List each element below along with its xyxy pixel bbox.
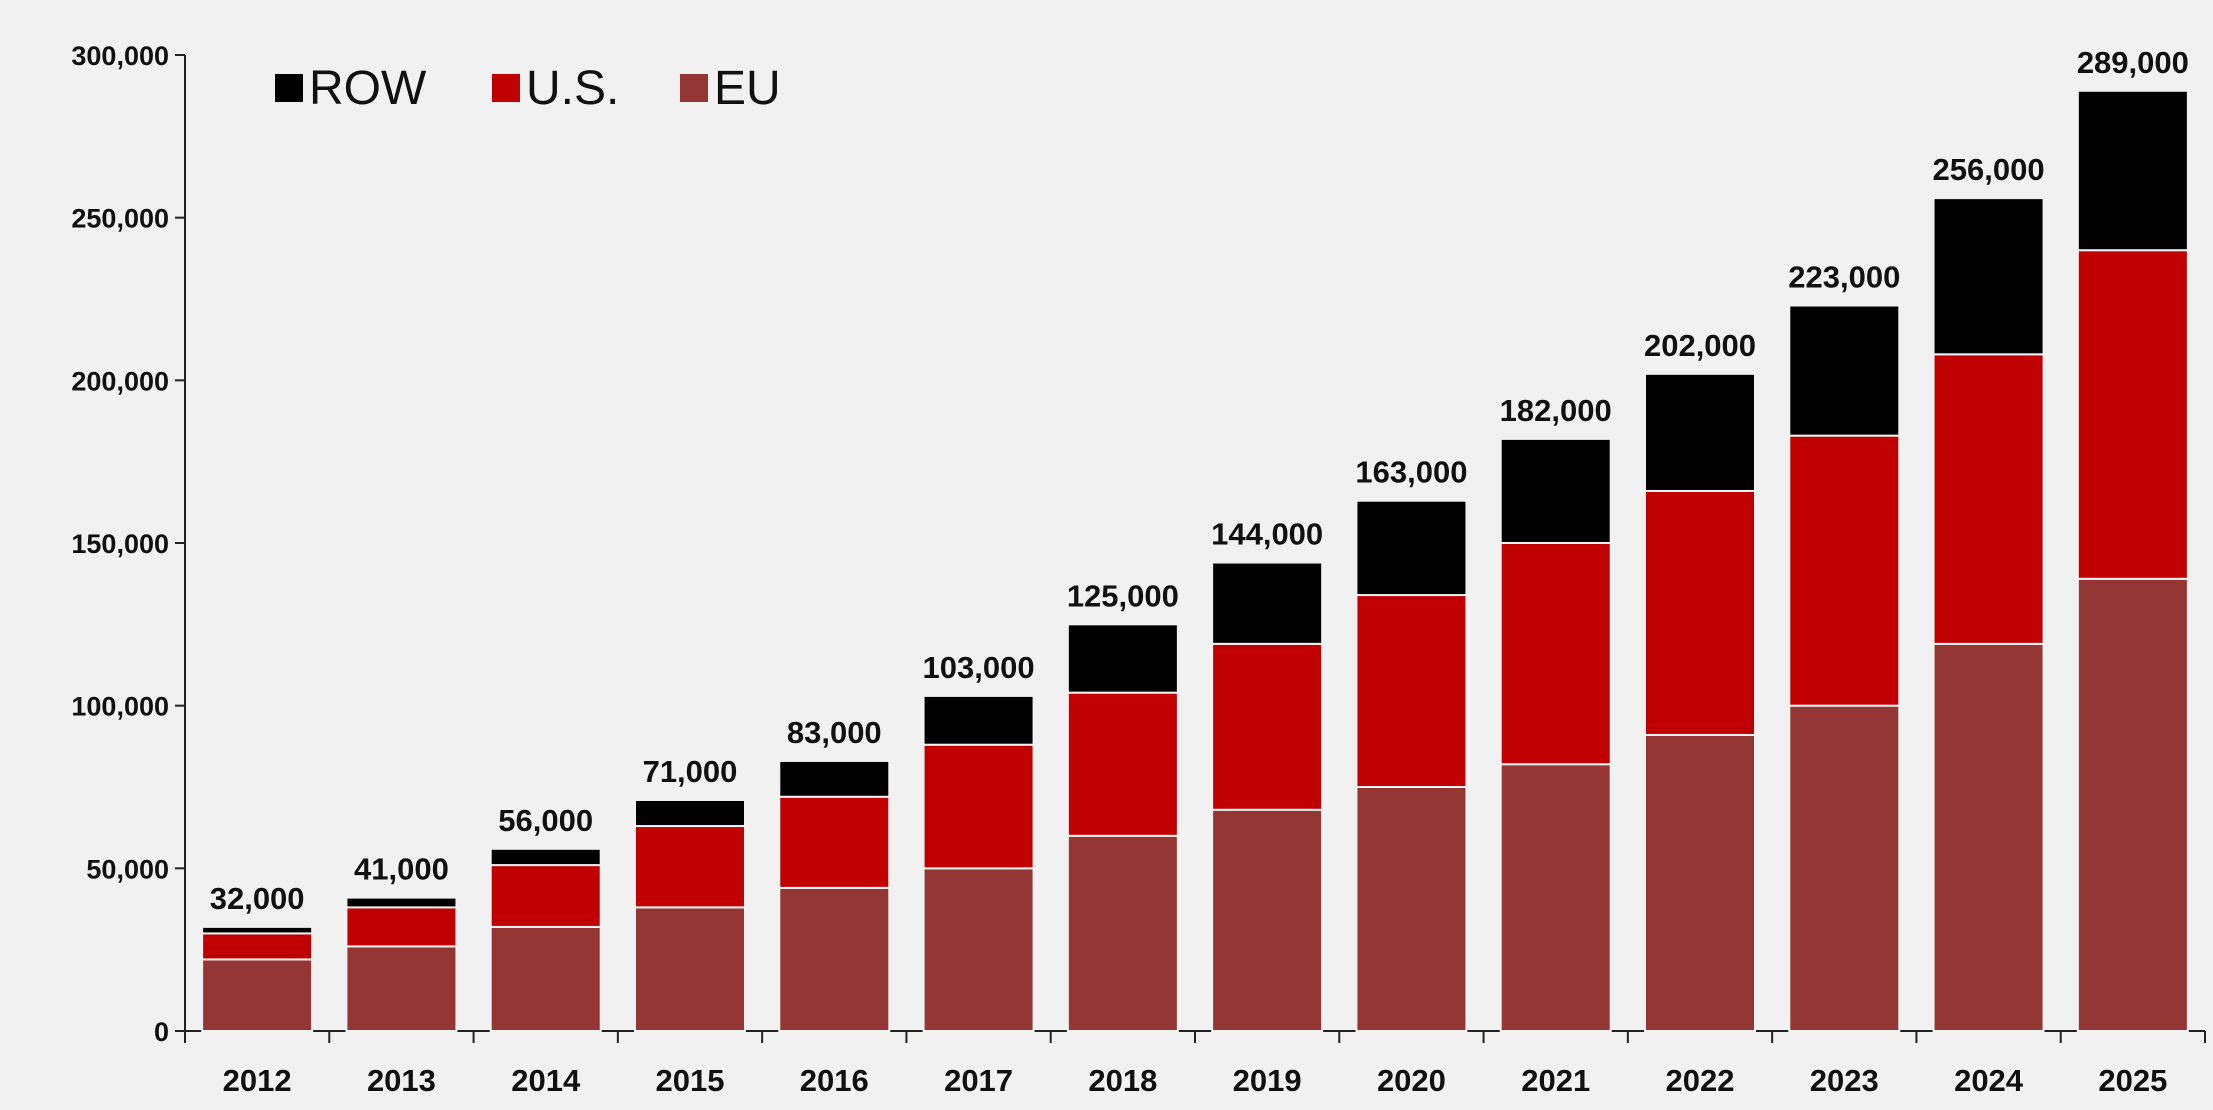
x-tick-label: 2024: [1954, 1063, 2024, 1098]
bar-segment-row: [489, 847, 602, 867]
bar-total-label: 182,000: [1500, 393, 1612, 428]
bar-segment-row: [2076, 89, 2189, 252]
bar-segment-eu: [778, 886, 891, 1032]
legend-swatch-row: [275, 74, 303, 102]
bar-total-label: 163,000: [1355, 455, 1467, 490]
x-tick-label: 2012: [223, 1063, 292, 1098]
legend-label: U.S.: [526, 62, 619, 115]
x-tick-label: 2023: [1810, 1063, 1879, 1098]
bar-segment-eu: [489, 925, 602, 1032]
bar-segment-eu: [1355, 786, 1468, 1032]
bar-segment-us: [634, 825, 746, 909]
plot-area: 0 50,000 100,000 150,000 200,000 250,000 300,0…: [71, 41, 2206, 1098]
y-tick-label: 200,000: [71, 366, 169, 396]
legend-label: EU: [714, 62, 781, 115]
bar-segment-eu: [922, 867, 1035, 1032]
bar-segment-us: [1499, 542, 1612, 766]
y-tick-label: 50,000: [86, 854, 169, 884]
y-tick-label: 250,000: [71, 204, 169, 234]
bar-segment-row: [1932, 197, 2045, 356]
x-tick-label: 2018: [1088, 1063, 1157, 1098]
bar-total-label: 125,000: [1067, 578, 1179, 613]
bar-segment-eu: [1211, 808, 1324, 1032]
bar-segment-us: [1932, 353, 2045, 645]
y-tick-label: 300,000: [71, 41, 169, 71]
bar-segment-us: [1066, 691, 1179, 837]
bar-segment-row: [345, 896, 458, 909]
bar-segment-eu: [345, 945, 458, 1032]
bar-segment-row: [778, 759, 891, 798]
x-tick-label: 2025: [2098, 1063, 2167, 1098]
bar-segment-eu: [1788, 704, 1901, 1033]
legend-label: ROW: [309, 62, 427, 115]
bar-segment-row: [1355, 499, 1468, 597]
y-tick-label: 0: [154, 1017, 169, 1047]
bar-segment-row: [1644, 372, 1756, 492]
bar-total-label: 223,000: [1788, 260, 1900, 295]
x-tick-label: 2019: [1233, 1063, 1302, 1098]
bar-segment-us: [489, 864, 602, 928]
bar-total-label: 144,000: [1211, 517, 1323, 552]
bar-total-label: 103,000: [923, 650, 1035, 685]
x-tick-label: 2020: [1377, 1063, 1446, 1098]
bar-segment-row: [922, 694, 1035, 746]
bar-segment-eu: [634, 906, 746, 1033]
bar-segment-us: [1355, 594, 1468, 789]
bar-total-label: 56,000: [498, 803, 593, 838]
y-tick-label: 150,000: [71, 529, 169, 559]
bar-segment-us: [201, 932, 314, 961]
x-tick-label: 2016: [800, 1063, 869, 1098]
bar-segment-eu: [1499, 763, 1612, 1033]
x-tick-label: 2022: [1666, 1063, 1735, 1098]
bar-segment-row: [634, 799, 746, 828]
bar-segment-eu: [201, 958, 314, 1033]
bar-total-label: 71,000: [643, 754, 738, 789]
bar-segment-row: [201, 925, 314, 935]
bar-segment-eu: [2076, 577, 2189, 1033]
bar-segment-us: [1211, 642, 1324, 811]
bar-total-label: 289,000: [2077, 45, 2189, 80]
bar-total-label: 41,000: [354, 852, 449, 887]
x-tick-label: 2013: [367, 1063, 436, 1098]
x-tick-label: 2015: [656, 1063, 725, 1098]
bar-segment-us: [1788, 434, 1901, 707]
bar-segment-us: [778, 795, 891, 889]
bar-total-label: 256,000: [1933, 152, 2045, 187]
bar-segment-eu: [1932, 642, 2045, 1032]
x-tick-label: 2014: [511, 1063, 581, 1098]
bar-segment-row: [1499, 437, 1612, 545]
x-tick-label: 2017: [944, 1063, 1013, 1098]
bar-segment-row: [1066, 623, 1179, 694]
bar-segment-us: [345, 906, 458, 948]
bar-segment-us: [1644, 489, 1756, 736]
bar-segment-us: [922, 743, 1035, 870]
legend-swatch-eu: [680, 74, 708, 102]
bar-segment-us: [2076, 249, 2189, 580]
bar-total-label: 202,000: [1644, 328, 1756, 363]
bar-total-label: 32,000: [210, 881, 305, 916]
bar-segment-eu: [1644, 733, 1756, 1032]
bar-total-label: 83,000: [787, 715, 882, 750]
bar-segment-row: [1788, 304, 1901, 437]
legend-swatch-us: [492, 74, 520, 102]
x-tick-label: 2021: [1521, 1063, 1590, 1098]
bar-segment-eu: [1066, 834, 1179, 1032]
bar-segment-row: [1211, 561, 1324, 645]
y-tick-label: 100,000: [71, 692, 169, 722]
